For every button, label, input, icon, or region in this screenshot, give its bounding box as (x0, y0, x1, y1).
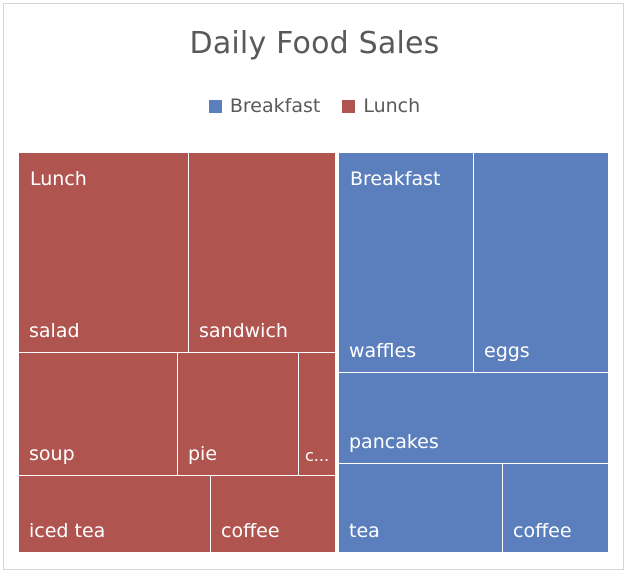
treemap-tile-label: pancakes (349, 431, 439, 453)
treemap-tile-breakfast-pancakes: pancakes (339, 373, 608, 463)
treemap-tile-label: coffee (221, 520, 280, 542)
treemap-tile-label: coffee (513, 520, 572, 542)
treemap-tile-lunch-iced-tea: iced tea (19, 476, 210, 552)
treemap-tile-lunch-c: c... (299, 353, 335, 475)
treemap-tile-breakfast-eggs: eggs (474, 153, 608, 372)
treemap-tile-label: salad (29, 320, 80, 342)
legend-swatch-breakfast (208, 99, 222, 113)
treemap-tile-label: soup (29, 443, 75, 465)
treemap-group-label-breakfast: Breakfast (350, 168, 441, 190)
legend-swatch-lunch (342, 99, 356, 113)
treemap-tile-lunch-coffee: coffee (211, 476, 335, 552)
treemap-tile-label: tea (349, 520, 380, 542)
legend: Breakfast Lunch (0, 95, 629, 117)
chart-title: Daily Food Sales (189, 26, 440, 61)
treemap-tile-lunch-sandwich: sandwich (189, 153, 335, 352)
treemap-tile-label: pie (188, 443, 218, 465)
treemap-tile-lunch-salad: salad (19, 153, 188, 352)
legend-item-breakfast: Breakfast (208, 95, 321, 117)
treemap-tile-lunch-pie: pie (178, 353, 298, 475)
treemap-tile-label: sandwich (199, 320, 288, 342)
treemap-tile-label: eggs (484, 340, 530, 362)
treemap-tile-label: waffles (349, 340, 417, 362)
legend-item-lunch: Lunch (342, 95, 420, 117)
legend-label-breakfast: Breakfast (229, 95, 321, 117)
treemap-tile-breakfast-coffee: coffee (503, 464, 608, 552)
treemap-tile-breakfast-waffles: waffles (339, 153, 473, 372)
legend-label-lunch: Lunch (363, 95, 421, 117)
treemap-tile-lunch-soup: soup (19, 353, 177, 475)
treemap-tile-label: iced tea (29, 520, 106, 542)
treemap-group-label-lunch: Lunch (30, 168, 87, 190)
treemap-tile-breakfast-tea: tea (339, 464, 502, 552)
treemap-tile-label: c... (305, 446, 330, 465)
